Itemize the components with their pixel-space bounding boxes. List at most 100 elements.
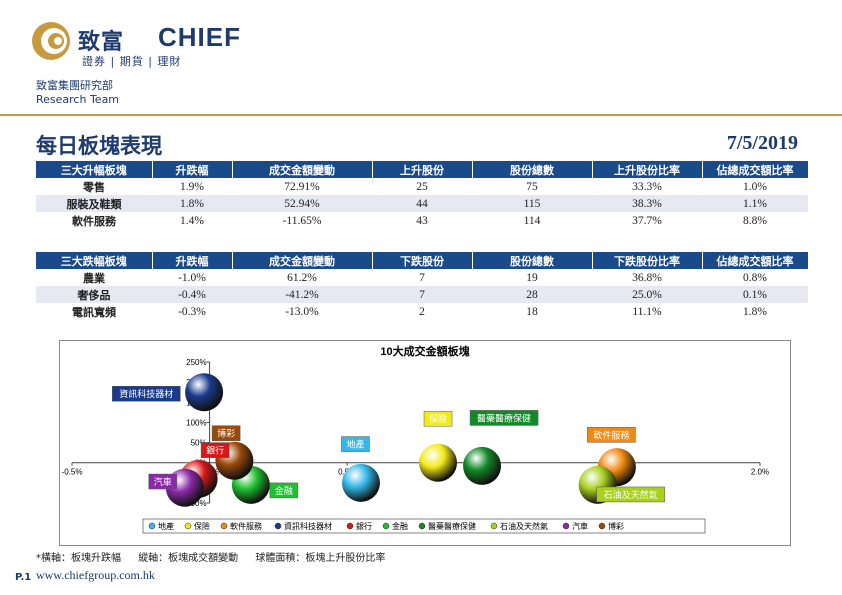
col-header: 升跌幅: [152, 161, 233, 178]
table-cell: 25: [416, 180, 428, 193]
table-cell: 7: [372, 286, 472, 303]
col-header: 成交金額變動: [232, 252, 373, 269]
footnote-bubble-size: 球體面積：板塊上升股份比率: [255, 553, 386, 564]
bubble-chart: 10大成交金額板塊250%200%150%100%50%0%-50%-100%-…: [59, 340, 791, 546]
legend-swatch: [562, 522, 570, 530]
table-cell: 0.1%: [702, 286, 808, 303]
legend-swatch: [274, 522, 282, 530]
bubble-label: 博彩: [217, 428, 235, 440]
bubble-label-box: [148, 473, 178, 490]
legend-swatch: [418, 522, 426, 530]
legend-label: 地產: [158, 521, 174, 531]
col-header: 股份總數: [472, 161, 593, 178]
table-cell: -0.3%: [178, 305, 206, 318]
sector-name: 零售: [83, 180, 105, 194]
table-cell: 72.91%: [284, 180, 320, 193]
table-cell: 11.1%: [632, 305, 662, 318]
table-cell: -0.4%: [152, 286, 232, 303]
top-gainers-table: 三大升幅板塊 升跌幅 成交金額變動 上升股份 股份總數 上升股份比率 佔總成交額…: [36, 161, 809, 229]
department-cn: 致富集團研究部: [36, 79, 113, 92]
bubble-2: [419, 443, 458, 482]
col-header: 成交金額變動: [232, 161, 373, 178]
legend-label: 石油及天然氣: [500, 521, 548, 531]
top-losers-table: 三大跌幅板塊 升跌幅 成交金額變動 下跌股份 股份總數 下跌股份比率 佔總成交額…: [36, 252, 809, 320]
table-cell: 28: [472, 286, 592, 303]
footnote-y-axis: 縱軸：板塊成交額變動: [138, 553, 239, 564]
bubble-label-box: [596, 486, 665, 503]
col-header: 三大升幅板塊: [36, 161, 153, 178]
y-tick-label: 250%: [186, 358, 206, 367]
col-header: 股份總數: [472, 252, 593, 269]
table-cell: 37.7%: [632, 214, 662, 227]
bubble-7: [463, 446, 502, 485]
table-cell: 1.8%: [743, 305, 767, 318]
legend-swatch: [184, 522, 192, 530]
bubble-label: 資訊科技器材: [119, 388, 173, 400]
bubble-label: 銀行: [206, 445, 224, 457]
bubble-label: 汽車: [154, 476, 172, 488]
bubble-label: 金融: [275, 485, 293, 497]
legend-label: 軟件服務: [230, 521, 262, 531]
legend-swatch: [346, 522, 354, 530]
bubble-label: 醫藥醫療保健: [477, 412, 531, 424]
department-en: Research Team: [36, 93, 120, 106]
bubble-chart-svg: 10大成交金額板塊250%200%150%100%50%0%-50%-100%-…: [62, 344, 769, 534]
legend-label: 保險: [194, 521, 210, 531]
y-tick-label: 100%: [186, 418, 206, 427]
report-date: 7/5/2019: [726, 132, 798, 154]
legend-swatch: [490, 522, 498, 530]
footnote-x-axis: *橫軸：板塊升跌幅: [36, 553, 121, 564]
table-header-row: 三大升幅板塊 升跌幅 成交金額變動 上升股份 股份總數 上升股份比率 佔總成交額…: [36, 161, 809, 178]
table-cell: 52.94%: [232, 195, 372, 212]
table-cell: 75: [526, 180, 538, 193]
bubble-label-box: [211, 425, 241, 441]
col-header: 上升股份比率: [592, 161, 703, 178]
legend-swatch: [382, 522, 390, 530]
bubble-1: [341, 463, 380, 502]
table-cell: 7: [419, 271, 425, 284]
bubble-label: 軟件服務: [593, 429, 629, 441]
chart-footnote: *橫軸：板塊升跌幅 縱軸：板塊成交額變動 球體面積：板塊上升股份比率: [36, 549, 399, 564]
bubble-label-box: [341, 436, 370, 452]
table-cell: 61.2%: [287, 271, 317, 284]
legend-label: 資訊科技器材: [284, 521, 332, 531]
bubble-label: 地產: [346, 439, 364, 451]
table-cell: 19: [526, 271, 538, 284]
bubble-4: [185, 373, 224, 412]
table-cell: 1.9%: [180, 180, 204, 193]
table-cell: 1.4%: [180, 214, 204, 227]
table-cell: 115: [472, 195, 592, 212]
col-header: 下跌股份: [372, 252, 473, 269]
table-header-row: 三大跌幅板塊 升跌幅 成交金額變動 下跌股份 股份總數 下跌股份比率 佔總成交額…: [36, 252, 809, 269]
col-header: 升跌幅: [152, 252, 233, 269]
table-cell: 8.8%: [743, 214, 767, 227]
col-header: 佔總成交額比率: [702, 161, 809, 178]
table-cell: 1.1%: [702, 195, 808, 212]
logo-swirl-icon: [32, 22, 70, 60]
sector-name: 電訊寬頻: [72, 305, 116, 319]
logo-tagline: 證券 | 期貨 | 理財: [82, 55, 182, 68]
table-cell: -1.0%: [178, 271, 206, 284]
bubble-label-box: [269, 482, 299, 499]
x-tick-label: 2.0%: [751, 468, 769, 477]
logo-english-text: CHIEF: [158, 22, 241, 52]
bubble-label-box: [423, 410, 453, 427]
table-row: 零售 1.9% 72.91% 25 75 33.3% 1.0%: [36, 178, 808, 195]
table-cell: 0.8%: [743, 271, 767, 284]
bubble-label: 保險: [429, 413, 447, 425]
table-row: 軟件服務 1.4% -11.65% 43 114 37.7% 8.8%: [36, 212, 808, 229]
legend-label: 醫藥醫療保健: [428, 521, 476, 531]
col-header: 下跌股份比率: [592, 252, 703, 269]
page-title: 每日板塊表現: [36, 134, 162, 158]
website-link[interactable]: www.chiefgroup.com.hk: [36, 568, 155, 582]
table-cell: 2: [419, 305, 425, 318]
table-cell: 33.3%: [632, 180, 662, 193]
sector-name: 農業: [83, 271, 105, 285]
bubble-label-box: [587, 427, 636, 443]
table-row: 電訊寬頻 -0.3% -13.0% 2 18 11.1% 1.8%: [36, 303, 808, 320]
table-row: 農業 -1.0% 61.2% 7 19 36.8% 0.8%: [36, 269, 808, 286]
legend-label: 銀行: [356, 521, 372, 531]
table-row: 服裝及鞋類 1.8% 52.94% 44 115 38.3% 1.1%: [36, 195, 808, 212]
table-cell: 114: [523, 214, 541, 227]
legend-swatch: [220, 522, 228, 530]
